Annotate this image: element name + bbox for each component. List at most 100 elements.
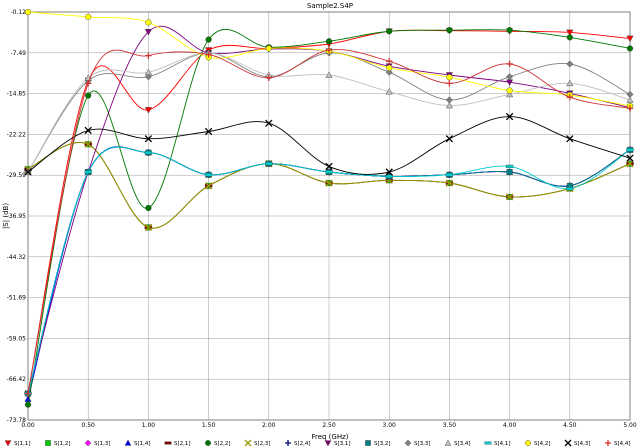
x-tick-label: 2.50 (322, 422, 336, 429)
data-point (324, 440, 332, 447)
legend-label: S[4,4] (614, 441, 631, 447)
legend-entry: S[2,4] (285, 440, 311, 447)
data-point (24, 8, 32, 16)
data-point (4, 440, 12, 447)
data-point (84, 170, 92, 174)
y-tick-label: -59.05 (7, 335, 27, 342)
x-axis-label: Freq (GHz) (311, 433, 348, 441)
legend-entry: S[2,3] (244, 439, 271, 447)
legend-entry: S[1,1] (4, 440, 31, 447)
x-tick-label: 0.50 (82, 422, 96, 429)
legend-label: S[4,1] (494, 441, 511, 447)
data-point (626, 148, 634, 152)
data-point (566, 29, 574, 36)
legend: S[1,1] S[1,2] S[1,3] S[1,4] S[2,1] S[2,2] S[2,… (4, 439, 631, 447)
data-point (445, 101, 453, 109)
data-point (445, 135, 454, 143)
legend-entry: S[3,1] (324, 440, 351, 447)
x-tick-labels: 0.00 0.50 1.00 1.50 2.00 2.50 3.00 3.50 4.00 4.50… (21, 422, 637, 429)
data-point (84, 439, 92, 447)
data-point (385, 174, 393, 178)
data-point (84, 140, 92, 148)
data-point (265, 119, 273, 127)
legend-entry: S[4,1] (484, 441, 511, 447)
data-point (626, 35, 634, 43)
legend-entry: S[4,2] (525, 440, 551, 447)
y-tick-label: -22.22 (7, 131, 27, 138)
data-point (626, 105, 634, 112)
data-point (446, 74, 453, 81)
data-point (404, 439, 412, 447)
data-point (204, 173, 213, 177)
series-line (27, 142, 631, 229)
data-point (145, 52, 152, 59)
legend-label: S[1,1] (14, 441, 31, 447)
data-point (265, 45, 272, 52)
data-point (265, 162, 273, 166)
data-point (566, 60, 574, 68)
data-point (446, 27, 453, 34)
x-tick-label: 3.00 (383, 422, 397, 429)
legend-entry: S[1,2] (45, 440, 71, 447)
legend-label: S[3,3] (414, 441, 431, 447)
data-point (566, 79, 574, 87)
y-tick-label: -7.49 (10, 50, 26, 57)
grid-lines (27, 11, 631, 421)
legend-entry: S[2,2] (205, 440, 231, 447)
data-point (144, 73, 152, 81)
data-point (626, 159, 634, 168)
data-point (325, 71, 333, 78)
data-point (145, 204, 152, 212)
legend-entry: S[2,1] (164, 441, 191, 447)
y-tick-label: -36.95 (7, 213, 27, 220)
data-point (626, 96, 634, 103)
legend-entry: S[3,4] (444, 439, 471, 447)
data-point (386, 28, 393, 35)
x-tick-label: 4.50 (563, 422, 577, 429)
data-point (566, 34, 573, 41)
data-point (24, 168, 32, 176)
data-point (505, 112, 514, 121)
y-tick-label: -44.32 (7, 254, 27, 261)
data-point (205, 51, 212, 58)
data-point (144, 68, 152, 76)
data-point (444, 439, 452, 446)
x-tick-label: 1.50 (202, 422, 216, 429)
data-point (566, 186, 574, 191)
data-point (506, 87, 513, 94)
data-point (386, 57, 393, 65)
data-point (144, 150, 153, 155)
series-12 (24, 146, 634, 396)
legend-label: S[2,4] (294, 441, 311, 447)
legend-label: S[2,1] (174, 441, 191, 447)
data-point (445, 173, 454, 177)
data-point (144, 223, 153, 232)
legend-entry: S[1,3] (84, 439, 111, 447)
legend-label: S[1,2] (54, 441, 71, 447)
data-point (285, 440, 291, 446)
data-point (204, 182, 213, 190)
series-group (24, 8, 634, 408)
data-point (325, 179, 333, 187)
x-tick-label: 2.00 (262, 422, 276, 429)
x-tick-label: 5.00 (623, 422, 637, 429)
legend-entry: S[3,3] (404, 439, 431, 447)
data-point (626, 45, 634, 52)
data-point (325, 46, 333, 54)
series-15 (24, 46, 634, 397)
y-tick-labels: -0.12 -7.49 -14.85 -22.22 -29.59 -36.95 -44.32… (7, 9, 27, 424)
data-point (144, 135, 153, 143)
data-point (325, 38, 333, 45)
data-point (205, 440, 211, 446)
legend-label: S[4,3] (574, 441, 591, 447)
data-point (506, 27, 513, 34)
data-point (24, 390, 32, 397)
data-point (205, 36, 212, 43)
x-tick-label: 3.50 (443, 422, 457, 429)
data-point (144, 107, 152, 114)
legend-entry: S[3,2] (365, 440, 391, 447)
data-point (446, 80, 453, 87)
data-point (385, 168, 393, 176)
data-point (325, 170, 333, 174)
